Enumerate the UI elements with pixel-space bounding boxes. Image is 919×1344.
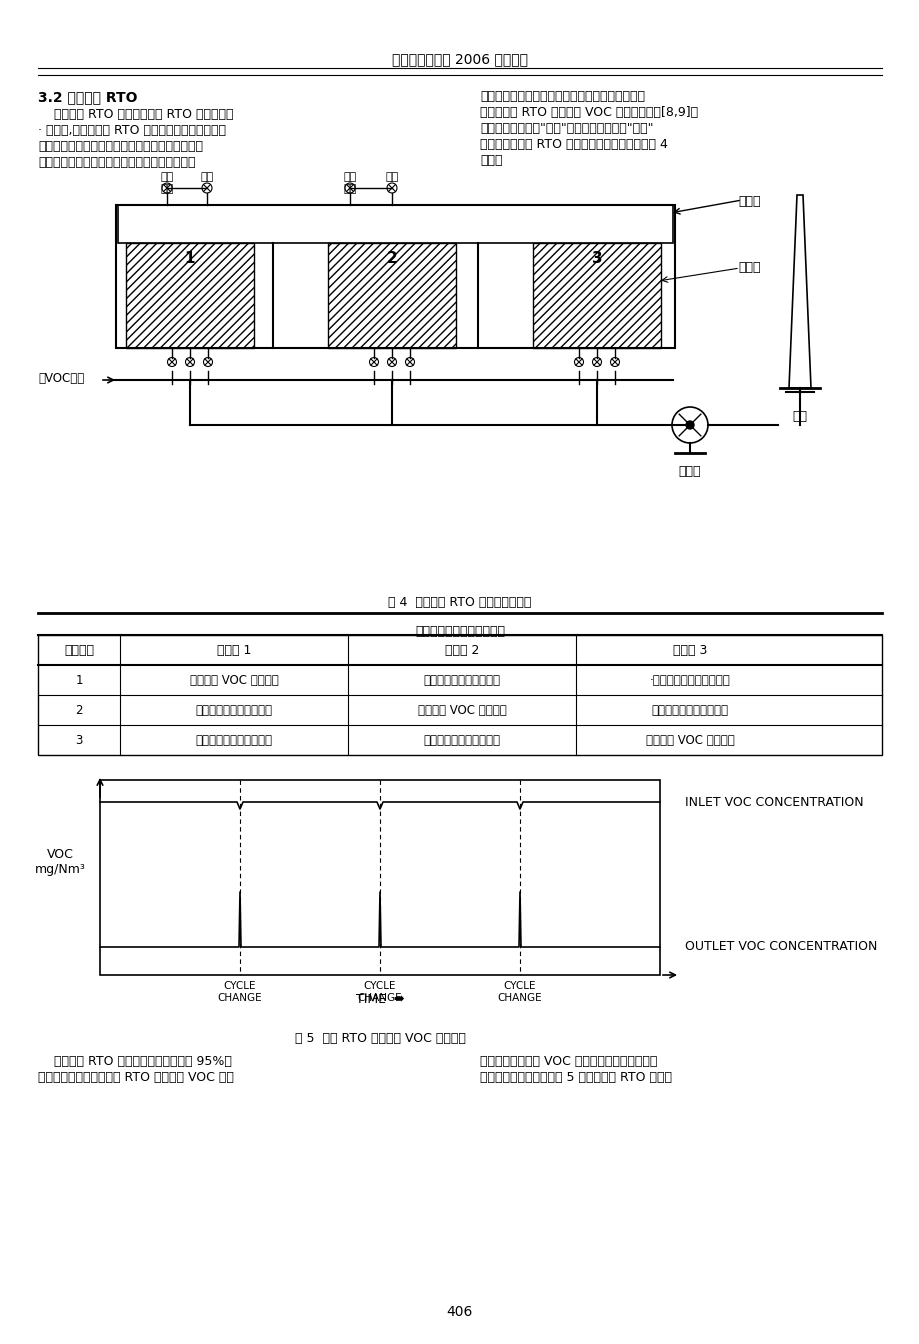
- Text: 室在用于进气以后用于排气之前得到吹扫，从而解: 室在用于进气以后用于排气之前得到吹扫，从而解: [480, 90, 644, 103]
- Text: TIME  ➡: TIME ➡: [356, 993, 403, 1007]
- Text: 方式。三蓄热室 RTO 系统的结构和工作流程如图 4: 方式。三蓄热室 RTO 系统的结构和工作流程如图 4: [480, 138, 667, 151]
- Text: ·吹扫，用烟气吹扫蓄热体: ·吹扫，用烟气吹扫蓄热体: [649, 673, 730, 687]
- Text: 一个工作循环中的不同阶段: 一个工作循环中的不同阶段: [414, 625, 505, 638]
- Bar: [328, 243, 456, 348]
- Text: 决双蓄热室 RTO 换向时的 VOC 直接排放问题[8,9]。: 决双蓄热室 RTO 换向时的 VOC 直接排放问题[8,9]。: [480, 106, 698, 120]
- Text: VOC
mg/Nm³: VOC mg/Nm³: [35, 848, 85, 876]
- Bar: [100, 780, 659, 974]
- Text: 蓄热室 3: 蓄热室 3: [672, 644, 707, 656]
- Text: 全国能源与热工 2006 学术年会: 全国能源与热工 2006 学术年会: [391, 52, 528, 66]
- Text: 排气，回收高温烟气余热: 排气，回收高温烟气余热: [196, 734, 272, 746]
- Text: 烟囱: 烟囱: [791, 410, 807, 423]
- Text: OUTLET VOC CONCENTRATION: OUTLET VOC CONCENTRATION: [685, 941, 877, 953]
- Bar: [116, 206, 675, 348]
- Text: 进气，含 VOC 废气预热: 进气，含 VOC 废气预热: [645, 734, 733, 746]
- Text: 三蓄热室 RTO 热量回收率依然保持在 95%以: 三蓄热室 RTO 热量回收率依然保持在 95%以: [38, 1055, 232, 1068]
- Text: 燃料: 燃料: [385, 172, 398, 181]
- Text: 室排气的同时，一个蓄热处于吹扫状态，使蓄热: 室排气的同时，一个蓄热处于吹扫状态，使蓄热: [38, 156, 196, 169]
- Text: 上，并且解决了双蓄热室 RTO 换向时的 VOC 直接: 上，并且解决了双蓄热室 RTO 换向时的 VOC 直接: [38, 1071, 233, 1085]
- Text: 2: 2: [75, 703, 83, 716]
- Circle shape: [686, 421, 693, 429]
- Text: 所示。: 所示。: [480, 155, 502, 167]
- Text: 三蓄热室 RTO 是在双蓄热室 RTO 的基础上的: 三蓄热室 RTO 是在双蓄热室 RTO 的基础上的: [38, 108, 233, 121]
- Text: CYCLE
CHANGE: CYCLE CHANGE: [218, 981, 262, 1003]
- Bar: [532, 243, 660, 348]
- Bar: [118, 206, 673, 243]
- Text: 3: 3: [75, 734, 83, 746]
- Text: 吹扫系统可以采用"吹出"方式，也可以采用"吸入": 吹扫系统可以采用"吹出"方式，也可以采用"吸入": [480, 122, 652, 134]
- Text: 蓄热室 2: 蓄热室 2: [444, 644, 479, 656]
- Text: 助燃
空气: 助燃 空气: [160, 172, 174, 194]
- Text: 406: 406: [447, 1305, 472, 1318]
- Text: 燃烧器: 燃烧器: [737, 195, 760, 208]
- Text: 含VOC废气: 含VOC废气: [38, 371, 85, 384]
- Text: 燃料: 燃料: [200, 172, 213, 181]
- Text: 排放问题，换向时 VOC 的破坏去除率大幅改善，: 排放问题，换向时 VOC 的破坏去除率大幅改善，: [480, 1055, 657, 1068]
- Text: 3.2 三蓄热室 RTO: 3.2 三蓄热室 RTO: [38, 90, 137, 103]
- Text: CYCLE
CHANGE: CYCLE CHANGE: [357, 981, 402, 1003]
- Text: 蓄热室 1: 蓄热室 1: [217, 644, 251, 656]
- Text: 阶段序号: 阶段序号: [64, 644, 94, 656]
- Text: 蓄热体: 蓄热体: [737, 261, 760, 274]
- Text: 平均破坏去除率提高。图 5 是三蓄热室 RTO 破坏去: 平均破坏去除率提高。图 5 是三蓄热室 RTO 破坏去: [480, 1071, 671, 1085]
- Text: 进气，含 VOC 废气预热: 进气，含 VOC 废气预热: [417, 703, 505, 716]
- Text: 排气，回收高温烟气余热: 排气，回收高温烟气余热: [651, 703, 728, 716]
- Text: 助燃
空气: 助燃 空气: [343, 172, 357, 194]
- Text: · 改进型,与双蓄热室 RTO 的最大区别是增加一个蓄: · 改进型,与双蓄热室 RTO 的最大区别是增加一个蓄: [38, 124, 226, 137]
- Text: 排气，回收高温烟气余热: 排气，回收高温烟气余热: [423, 673, 500, 687]
- Text: 吹扫，用烟气吹扫蓄热体: 吹扫，用烟气吹扫蓄热体: [196, 703, 272, 716]
- Text: 引风機: 引风機: [678, 465, 700, 478]
- Bar: [126, 243, 254, 348]
- Polygon shape: [789, 195, 811, 388]
- Text: 图 5  三室 RTO 排气中的 VOC 浓度曲线: 图 5 三室 RTO 排气中的 VOC 浓度曲线: [294, 1032, 465, 1046]
- Text: 1: 1: [185, 251, 195, 266]
- Text: CYCLE
CHANGE: CYCLE CHANGE: [497, 981, 541, 1003]
- Text: 1: 1: [75, 673, 83, 687]
- Bar: [38, 634, 881, 755]
- Text: INLET VOC CONCENTRATION: INLET VOC CONCENTRATION: [685, 796, 863, 809]
- Text: 3: 3: [591, 251, 602, 266]
- Text: 吹扫，用烟气吹扫蓄热体: 吹扫，用烟气吹扫蓄热体: [423, 734, 500, 746]
- Text: 进气，含 VOC 废气预热: 进气，含 VOC 废气预热: [189, 673, 278, 687]
- Text: 图 4  三蓄热室 RTO 系统结构和流程: 图 4 三蓄热室 RTO 系统结构和流程: [388, 595, 531, 609]
- Text: 热室用于吹扫系统。在一个蓄热室进气、一个蓄热: 热室用于吹扫系统。在一个蓄热室进气、一个蓄热: [38, 140, 203, 153]
- Text: 2: 2: [386, 251, 397, 266]
